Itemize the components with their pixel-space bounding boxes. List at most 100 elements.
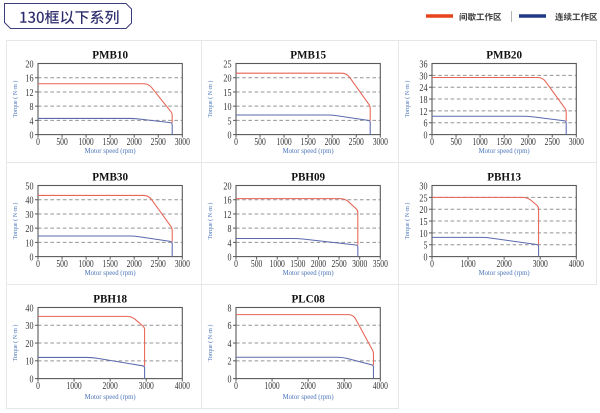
svg-text:0: 0: [36, 259, 40, 270]
svg-text:1000: 1000: [460, 259, 475, 270]
svg-text:2000: 2000: [103, 381, 118, 392]
svg-text:2000: 2000: [301, 381, 316, 392]
svg-text:Torque ( N·m ): Torque ( N·m ): [12, 203, 19, 240]
svg-text:25: 25: [419, 193, 427, 204]
svg-text:40: 40: [25, 196, 33, 207]
svg-text:1000: 1000: [277, 137, 292, 148]
svg-text:Torque ( N·m ): Torque ( N·m ): [207, 325, 214, 362]
svg-text:Torque ( N·m ): Torque ( N·m ): [12, 81, 19, 118]
svg-text:500: 500: [56, 137, 67, 148]
svg-text:PMB15: PMB15: [290, 47, 326, 61]
svg-text:0: 0: [228, 253, 232, 264]
svg-text:0: 0: [234, 259, 238, 270]
svg-text:1500: 1500: [103, 137, 118, 148]
svg-text:Motor speed (rpm): Motor speed (rpm): [283, 147, 335, 155]
svg-text:2: 2: [228, 357, 232, 368]
svg-text:8: 8: [30, 102, 34, 113]
svg-text:0: 0: [234, 137, 238, 148]
svg-text:0: 0: [30, 253, 34, 264]
svg-text:0: 0: [424, 253, 428, 264]
svg-text:20: 20: [25, 224, 33, 235]
svg-text:10: 10: [25, 357, 33, 368]
svg-text:4000: 4000: [175, 381, 190, 392]
svg-text:500: 500: [56, 259, 67, 270]
svg-text:16: 16: [223, 196, 231, 207]
svg-text:20: 20: [419, 205, 427, 216]
svg-text:36: 36: [419, 59, 427, 70]
svg-text:1000: 1000: [264, 381, 279, 392]
svg-text:0: 0: [228, 131, 232, 142]
svg-text:30: 30: [419, 181, 427, 192]
svg-text:20: 20: [223, 74, 231, 85]
svg-text:Motor speed (rpm): Motor speed (rpm): [85, 147, 137, 155]
svg-text:5: 5: [424, 241, 428, 252]
svg-text:PBH13: PBH13: [487, 169, 521, 183]
svg-text:6: 6: [424, 119, 428, 130]
svg-text:4000: 4000: [373, 381, 388, 392]
svg-text:30: 30: [25, 321, 33, 332]
svg-text:3000: 3000: [337, 381, 352, 392]
svg-text:Torque ( N·m ): Torque ( N·m ): [207, 81, 214, 118]
svg-text:1000: 1000: [79, 137, 94, 148]
svg-text:Torque ( N·m ): Torque ( N·m ): [404, 203, 411, 240]
svg-text:Torque ( N·m ): Torque ( N·m ): [207, 203, 214, 240]
svg-text:30: 30: [419, 71, 427, 82]
svg-text:500: 500: [251, 259, 262, 270]
svg-text:3000: 3000: [569, 137, 584, 148]
svg-text:8: 8: [228, 303, 232, 314]
svg-text:30: 30: [25, 210, 33, 221]
svg-text:25: 25: [223, 59, 231, 70]
svg-text:2500: 2500: [349, 137, 364, 148]
svg-text:Motor speed (rpm): Motor speed (rpm): [283, 393, 335, 401]
svg-text:Motor speed (rpm): Motor speed (rpm): [283, 269, 335, 277]
svg-text:1500: 1500: [103, 259, 118, 270]
svg-text:3000: 3000: [533, 259, 548, 270]
svg-text:1000: 1000: [79, 259, 94, 270]
svg-text:2000: 2000: [311, 259, 326, 270]
svg-text:6: 6: [228, 321, 232, 332]
svg-text:0: 0: [30, 375, 34, 386]
svg-text:Motor speed (rpm): Motor speed (rpm): [85, 269, 137, 277]
svg-text:0: 0: [424, 131, 428, 142]
svg-text:12: 12: [223, 210, 231, 221]
svg-text:2500: 2500: [545, 137, 560, 148]
svg-text:10: 10: [25, 238, 33, 249]
svg-text:500: 500: [254, 137, 265, 148]
svg-text:0: 0: [36, 381, 40, 392]
svg-text:1500: 1500: [301, 137, 316, 148]
svg-text:2000: 2000: [325, 137, 340, 148]
svg-text:0: 0: [234, 381, 238, 392]
svg-text:PMB10: PMB10: [92, 47, 128, 61]
svg-text:2000: 2000: [521, 137, 536, 148]
svg-text:4000: 4000: [569, 259, 584, 270]
svg-text:PBH09: PBH09: [291, 169, 325, 183]
svg-text:1500: 1500: [290, 259, 305, 270]
svg-text:0: 0: [30, 131, 34, 142]
svg-text:4: 4: [228, 339, 232, 350]
svg-text:3000: 3000: [373, 137, 388, 148]
svg-text:1000: 1000: [473, 137, 488, 148]
svg-text:3000: 3000: [352, 259, 367, 270]
svg-text:8: 8: [228, 224, 232, 235]
svg-text:15: 15: [419, 217, 427, 228]
svg-text:2000: 2000: [497, 259, 512, 270]
svg-text:0: 0: [430, 259, 434, 270]
svg-text:10: 10: [419, 229, 427, 240]
svg-text:40: 40: [25, 303, 33, 314]
svg-text:1000: 1000: [66, 381, 81, 392]
svg-text:50: 50: [25, 181, 33, 192]
svg-text:Torque ( N·m ): Torque ( N·m ): [404, 81, 411, 118]
svg-text:2500: 2500: [151, 259, 166, 270]
svg-text:2500: 2500: [331, 259, 346, 270]
svg-text:500: 500: [450, 137, 461, 148]
svg-text:4: 4: [30, 116, 34, 127]
svg-text:5: 5: [228, 116, 232, 127]
svg-text:0: 0: [430, 137, 434, 148]
svg-text:16: 16: [25, 74, 33, 85]
svg-text:3500: 3500: [373, 259, 388, 270]
svg-text:PMB30: PMB30: [92, 169, 128, 183]
svg-text:2500: 2500: [151, 137, 166, 148]
svg-text:1500: 1500: [497, 137, 512, 148]
svg-text:20: 20: [223, 181, 231, 192]
svg-text:Motor speed (rpm): Motor speed (rpm): [85, 393, 137, 401]
